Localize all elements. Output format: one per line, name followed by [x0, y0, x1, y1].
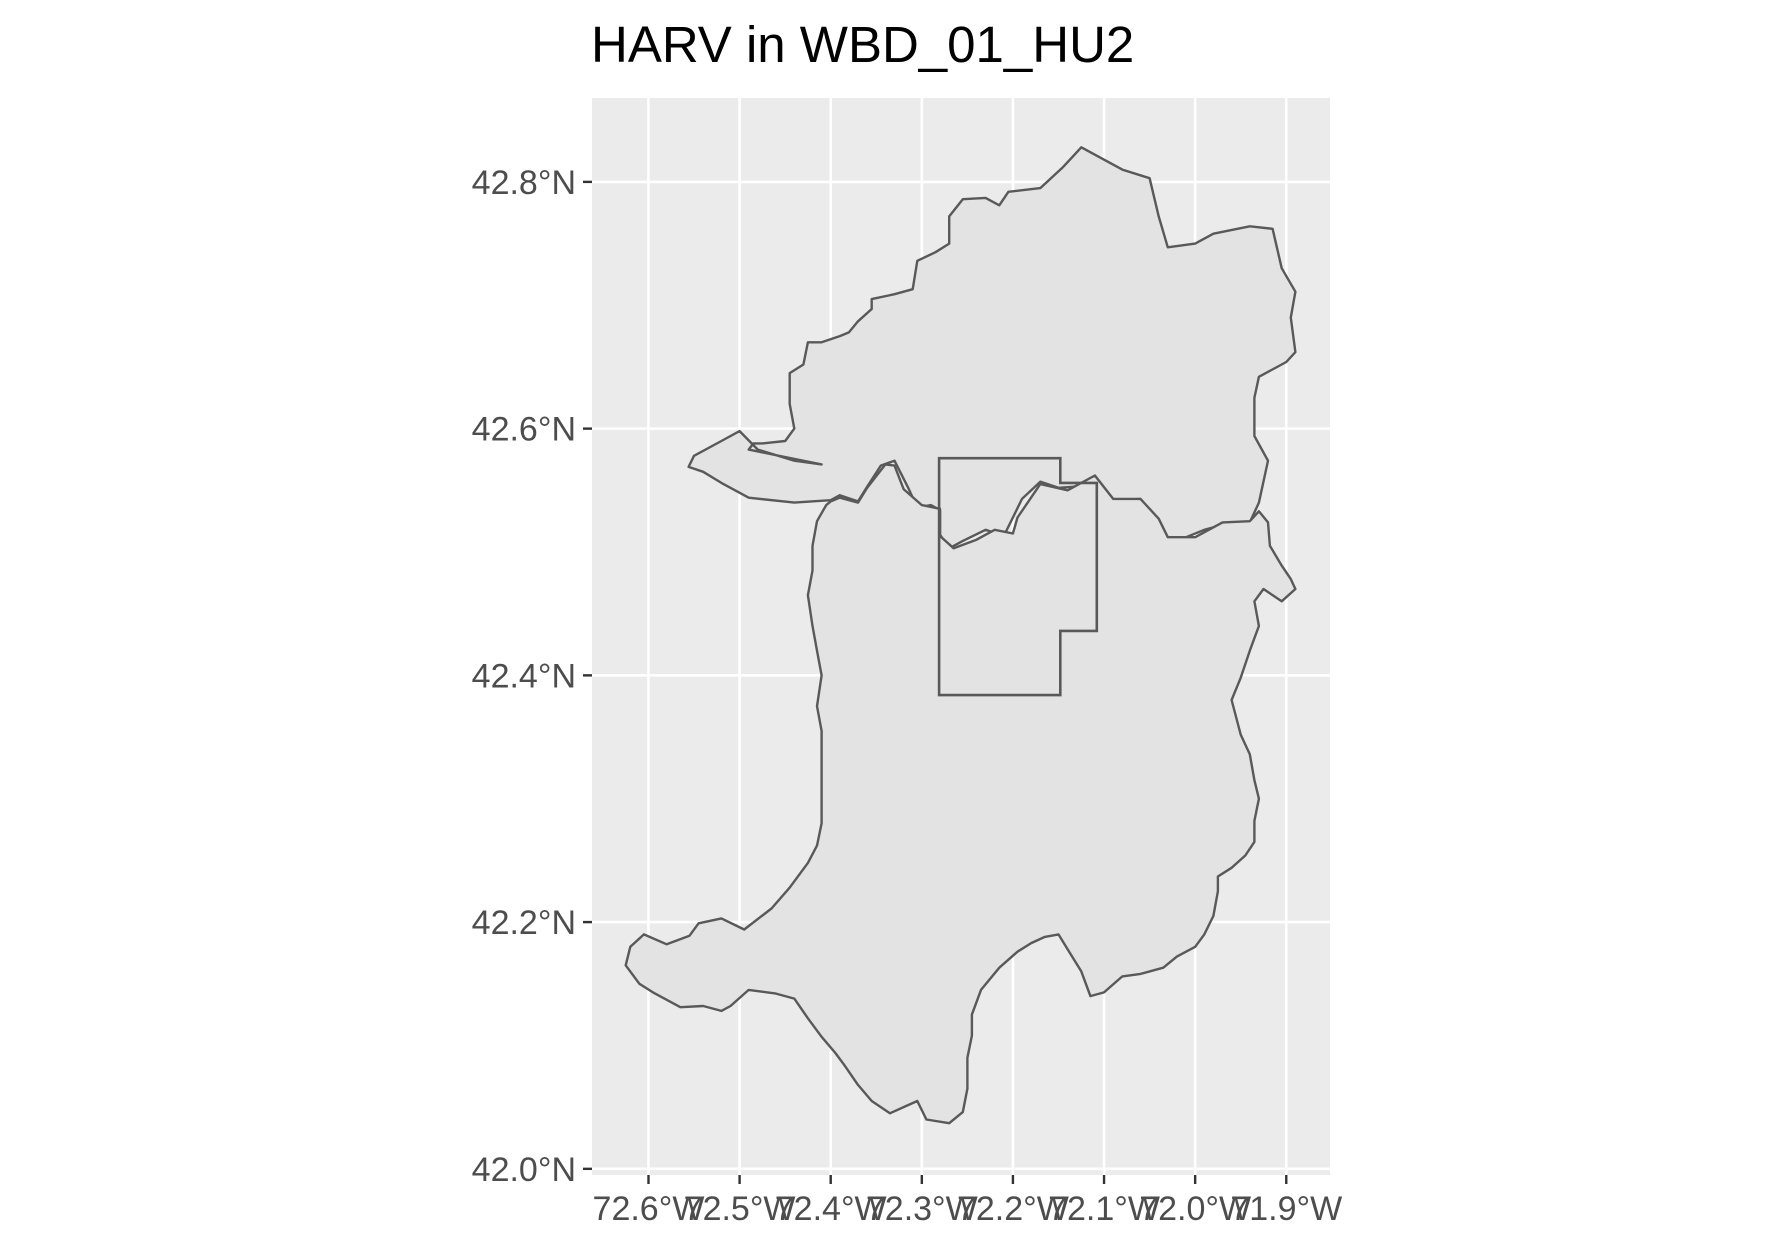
watershed-polygon-2: [624, 463, 1297, 1125]
x-tick-label: 72.1°W: [1048, 1190, 1160, 1228]
x-tick-label: 71.9°W: [1230, 1190, 1342, 1228]
x-tick-label: 72.2°W: [957, 1190, 1069, 1228]
x-tick-label: 72.5°W: [684, 1190, 796, 1228]
x-tick-label: 72.6°W: [593, 1190, 705, 1228]
x-tick-label: 72.4°W: [775, 1190, 887, 1228]
harv-boundary: [937, 456, 1099, 697]
y-tick-label: 42.2°N: [472, 904, 576, 942]
watershed-polygons: [624, 146, 1297, 1125]
chart-title: HARV in WBD_01_HU2: [591, 16, 1135, 73]
y-tick-label: 42.8°N: [472, 164, 576, 202]
harv-boundary-polygon: [937, 456, 1099, 697]
y-tick-label: 42.6°N: [472, 411, 576, 449]
watershed-polygon-1: [687, 146, 1297, 550]
y-tick-label: 42.0°N: [472, 1151, 576, 1189]
x-tick-label: 72.0°W: [1139, 1190, 1251, 1228]
axes: 42.0°N 42.2°N 42.4°N 42.6°N 42.8°N 72.6°W72.5…: [472, 164, 1343, 1228]
y-tick-label: 42.4°N: [472, 657, 576, 695]
x-tick-label: 72.3°W: [866, 1190, 978, 1228]
